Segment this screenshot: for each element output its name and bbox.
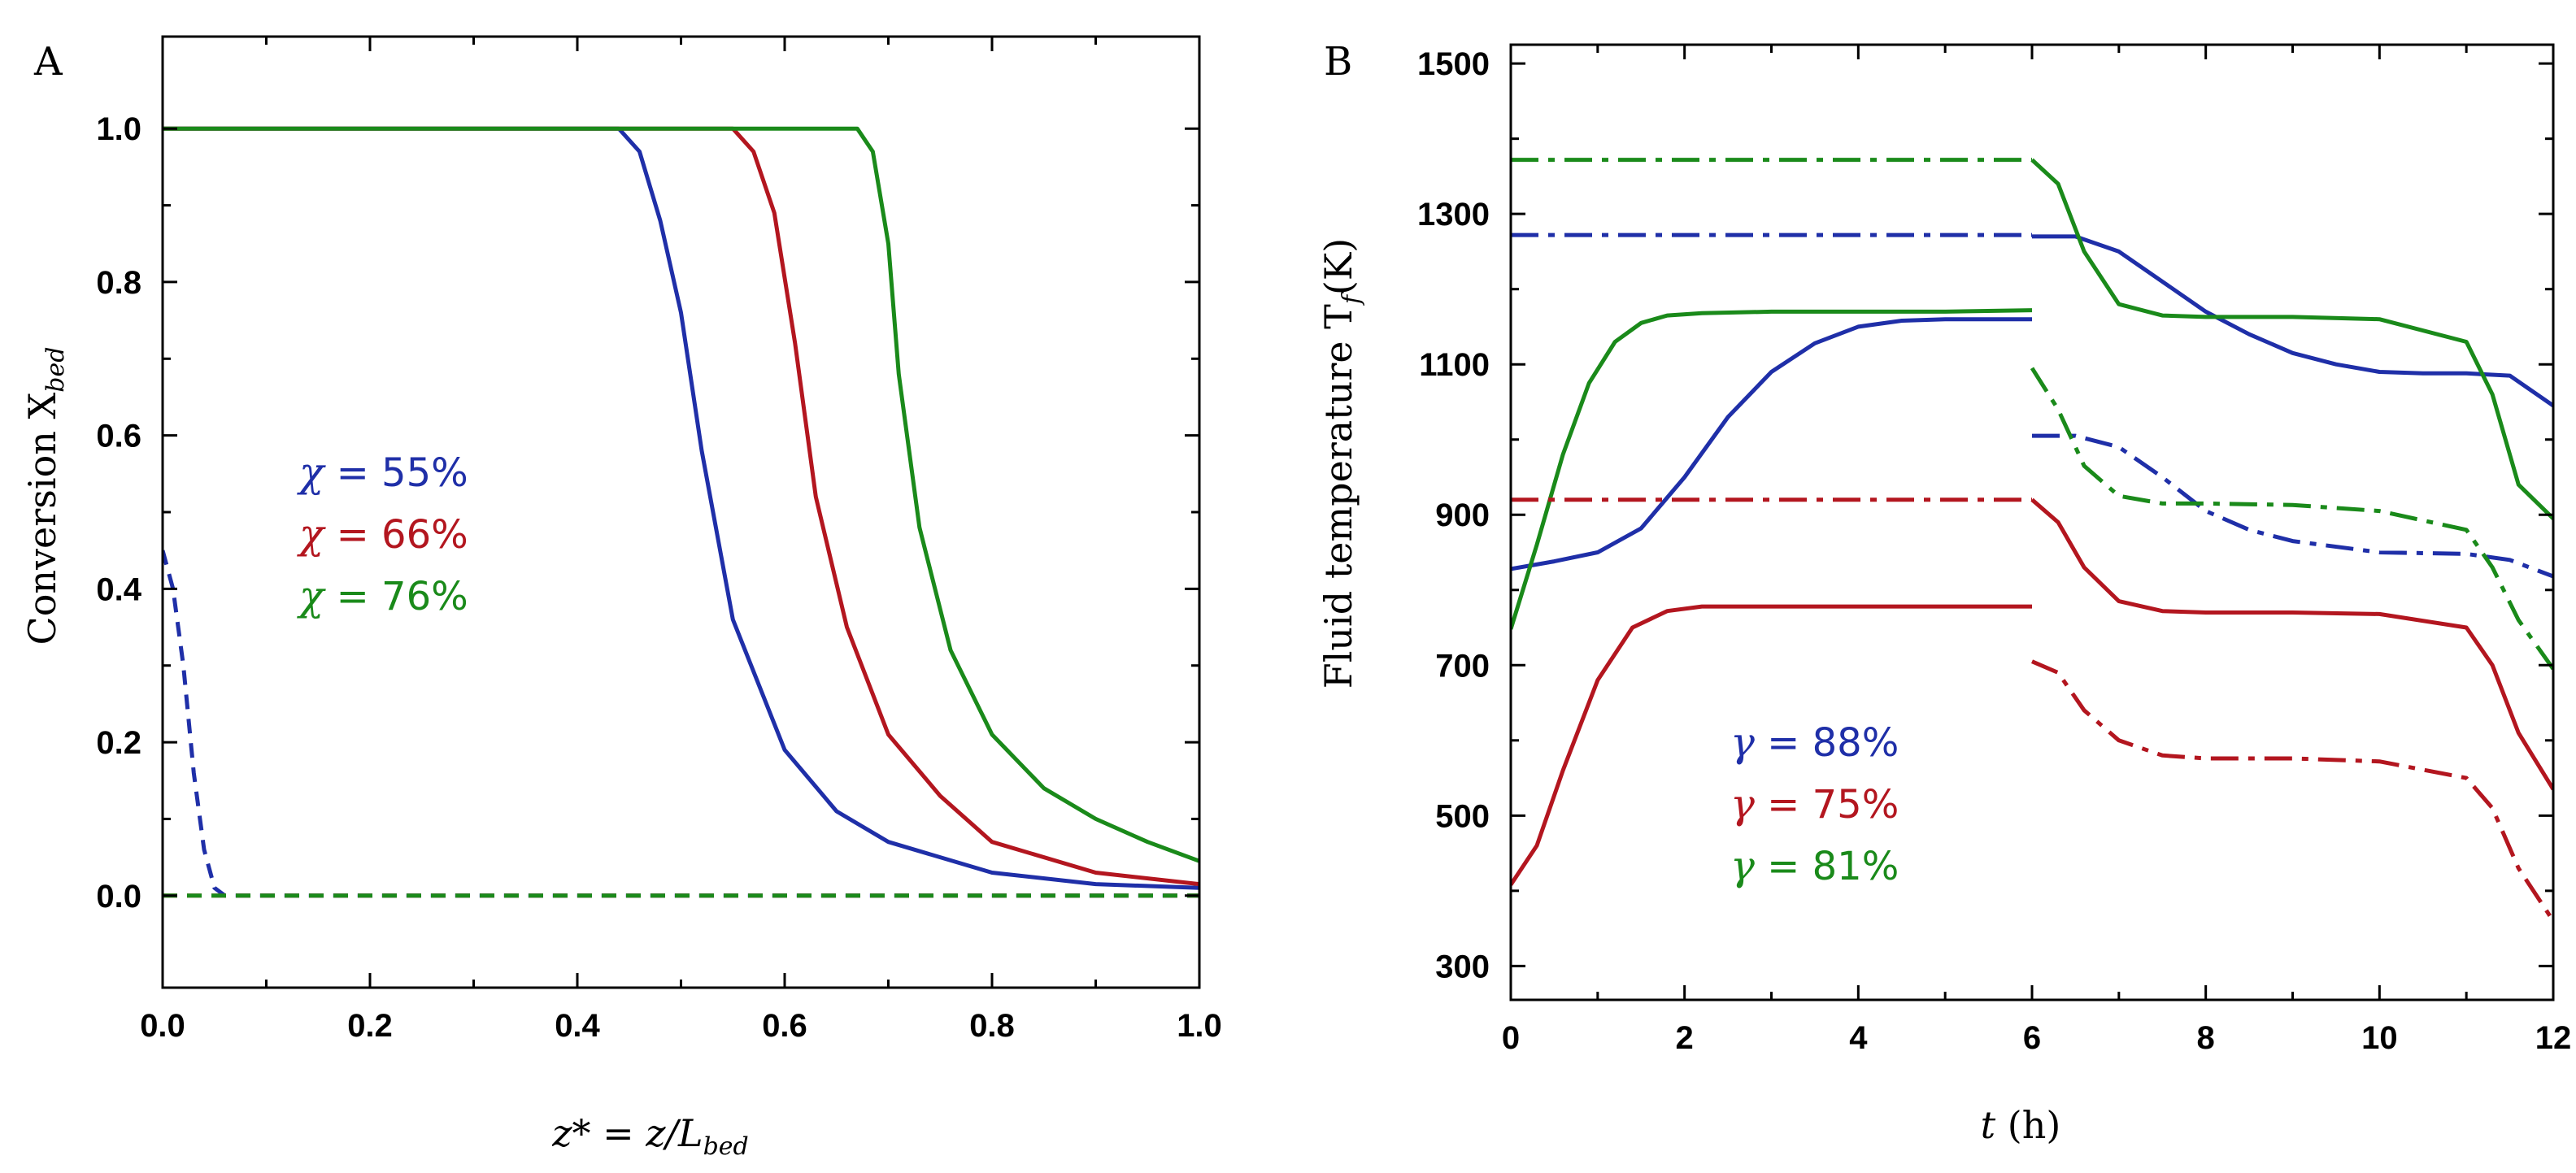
y-tick-label: 1300 — [1417, 197, 1490, 232]
y-tick-label: 700 — [1435, 648, 1490, 684]
legend-text: = 75% — [1755, 782, 1899, 828]
panel-a: A 0.0 0.2 0.4 0.6 0.8 1.0 0.0 0.2 0.4 0.6 0.8 1.0 C… — [20, 35, 1222, 1161]
x-tick-label: 4 — [1849, 1020, 1868, 1056]
y-tick-label: 500 — [1435, 798, 1490, 834]
y-tick-label: 300 — [1435, 949, 1490, 984]
panel-b-x-axis-title: t (h) — [1981, 1103, 2061, 1147]
panel-a-xlabel-sub: bed — [703, 1132, 749, 1161]
legend-symbol: γ — [1730, 719, 1755, 766]
legend-symbol: χ — [297, 510, 326, 558]
panel-a-xlabel-main: z* = z/L — [551, 1111, 703, 1155]
x-tick-label: 0.0 — [140, 1008, 185, 1044]
y-tick-label: 0.2 — [96, 725, 141, 761]
legend-symbol: γ — [1730, 842, 1755, 889]
x-tick-label: 0.2 — [347, 1008, 393, 1044]
panel-a-label: A — [33, 39, 63, 85]
panel-b-label: B — [1324, 39, 1352, 85]
panel-b-legend-entry-1: γ = 88% — [1730, 719, 1899, 766]
panel-a-plot-area — [163, 126, 1199, 898]
y-tick-label: 0.8 — [96, 265, 141, 301]
legend-text: = 76% — [324, 574, 468, 619]
panel-b-legend-entry-3: γ = 81% — [1730, 842, 1899, 889]
panel-b-axes — [1509, 43, 2555, 1001]
panel-b-xlabel-unit: (h) — [1995, 1103, 2060, 1147]
panel-a-legend-entry-1: χ = 55% — [297, 449, 468, 496]
legend-symbol: γ — [1730, 780, 1755, 828]
legend-text: = 88% — [1755, 720, 1899, 766]
panel-a-series-red-solid-1 — [163, 126, 1199, 887]
y-tick-label: 0.4 — [96, 571, 141, 607]
panel-a-x-axis-title: z* = z/Lbed — [551, 1111, 748, 1161]
panel-a-y-axis-title: Conversion Xbed — [20, 347, 70, 645]
panel-a-legend-entry-2: χ = 66% — [297, 510, 468, 558]
x-tick-label: 6 — [2023, 1020, 2041, 1056]
panel-b-series-green-dashdot-11 — [2030, 367, 2553, 671]
x-tick-label: 0.8 — [969, 1008, 1015, 1044]
y-tick-label: 1100 — [1419, 347, 1490, 383]
y-tick-label: 900 — [1435, 497, 1490, 533]
panel-b-xlabel-main: t — [1981, 1103, 1996, 1147]
x-tick-label: 0.6 — [762, 1008, 807, 1044]
x-tick-label: 1.0 — [1177, 1008, 1222, 1044]
panel-a-ylabel-main: Conversion X — [20, 392, 64, 645]
x-tick-label: 0 — [1502, 1020, 1520, 1056]
panel-b-frame — [1509, 43, 2555, 1001]
x-tick-label: 8 — [2197, 1020, 2215, 1056]
legend-text: = 55% — [324, 450, 468, 496]
legend-symbol: χ — [297, 449, 326, 496]
y-tick-label: 0.0 — [96, 879, 141, 915]
x-tick-label: 10 — [2361, 1020, 2398, 1056]
x-tick-label: 12 — [2535, 1020, 2572, 1056]
y-tick-label: 1500 — [1417, 46, 1490, 82]
legend-text: = 66% — [324, 512, 468, 558]
legend-symbol: χ — [297, 572, 326, 619]
panel-b-series-red-dashdot-9 — [2031, 659, 2553, 923]
panel-b-ylabel-main: Fluid temperature T — [1316, 304, 1360, 689]
panel-a-series-blue-solid-0 — [163, 126, 1199, 890]
panel-b-series-red-solid-3 — [2030, 497, 2553, 791]
panel-b-series-green-solid-4 — [1511, 308, 2033, 630]
panel-a-tick-labels: 0.0 0.2 0.4 0.6 0.8 1.0 0.0 0.2 0.4 0.6 0.8 1.0 — [96, 111, 1221, 1044]
y-tick-label: 0.6 — [96, 419, 141, 454]
panel-b-series-blue-solid-0 — [1511, 317, 2032, 571]
panel-a-axes — [161, 35, 1201, 989]
panel-b-tick-labels: 0 2 4 6 8 10 12 300 500 700 900 1100 1300 1500 — [1417, 46, 2571, 1056]
panel-a-legend: χ = 55% χ = 66% χ = 76% — [297, 449, 468, 619]
panel-b-series-red-solid-2 — [1511, 604, 2032, 886]
legend-text: = 81% — [1755, 844, 1899, 889]
panel-b-series-blue-dashdot-7 — [2032, 433, 2553, 579]
panel-b-series-blue-solid-1 — [2032, 234, 2553, 408]
panel-a-series-green-solid-2 — [163, 126, 1199, 863]
panel-b: B 0 2 4 6 8 10 12 300 500 700 900 1100 1300 1500 Flui… — [1316, 39, 2571, 1147]
panel-b-legend-entry-2: γ = 75% — [1730, 780, 1899, 828]
panel-b-legend: γ = 88% γ = 75% γ = 81% — [1730, 719, 1899, 889]
panel-b-series-green-solid-5 — [2030, 158, 2553, 520]
panel-a-legend-entry-3: χ = 76% — [297, 572, 468, 619]
panel-b-y-axis-title: Fluid temperature Tf(K) — [1316, 238, 1366, 689]
panel-b-plot-area — [1511, 158, 2553, 923]
panel-a-ylabel-sub: bed — [41, 347, 70, 393]
y-tick-label: 1.0 — [96, 111, 141, 147]
panel-b-ylabel-unit: (K) — [1316, 238, 1360, 295]
x-tick-label: 0.4 — [555, 1008, 600, 1044]
x-tick-label: 2 — [1676, 1020, 1694, 1056]
